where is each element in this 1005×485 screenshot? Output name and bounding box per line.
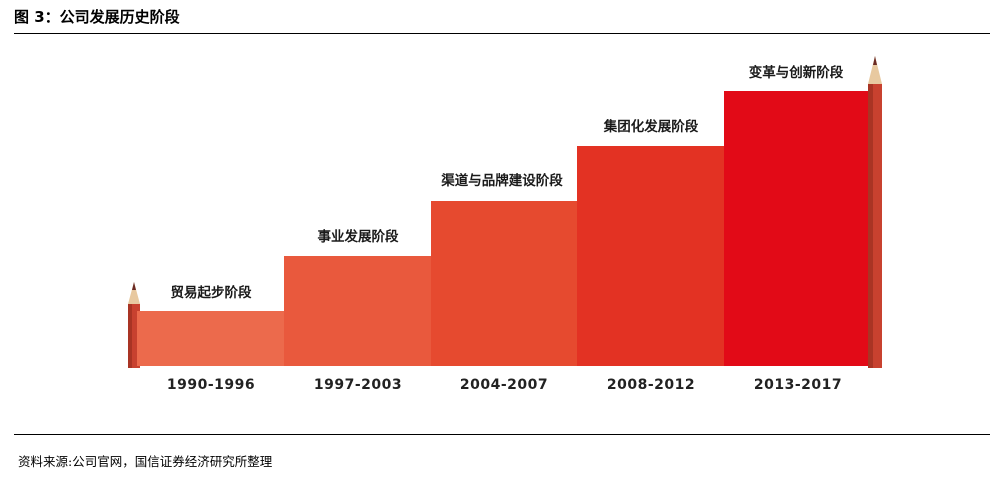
stage-name-3: 渠道与品牌建设阶段 — [441, 173, 563, 189]
right-pencil-icon — [868, 56, 882, 368]
stage-name-4: 集团化发展阶段 — [603, 119, 699, 135]
top-rule — [14, 33, 990, 34]
stage-block-3 — [431, 201, 578, 366]
period-label-3: 2004-2007 — [459, 377, 549, 393]
period-label-4: 2008-2012 — [606, 377, 696, 393]
period-label-1: 1990-1996 — [166, 377, 256, 393]
stage-name-2: 事业发展阶段 — [317, 229, 399, 245]
stage-block-1 — [137, 311, 285, 366]
stage-block-2 — [284, 256, 432, 366]
stage-block-5 — [724, 91, 868, 366]
period-label-5: 2013-2017 — [753, 377, 843, 393]
source-note: 资料来源:公司官网，国信证券经济研究所整理 — [18, 454, 273, 469]
period-label-2: 1997-2003 — [313, 377, 403, 393]
stage-name-1: 贸易起步阶段 — [170, 285, 252, 301]
figure-title: 图 3：公司发展历史阶段 — [14, 8, 180, 26]
stage-name-5: 变革与创新阶段 — [748, 65, 844, 81]
bottom-rule — [14, 434, 990, 435]
stage-block-4 — [577, 146, 725, 366]
